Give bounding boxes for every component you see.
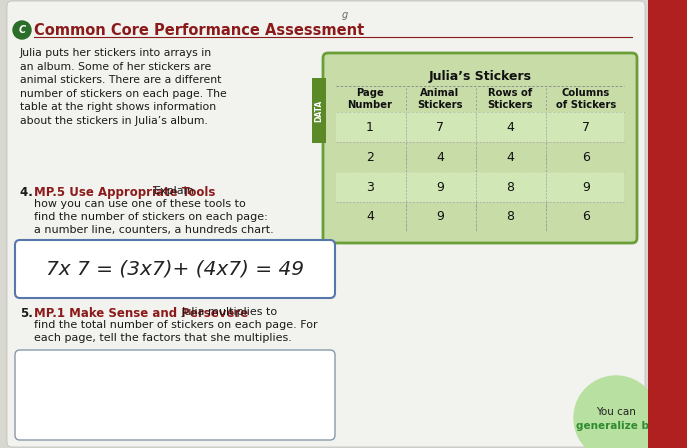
Bar	[336, 112, 624, 142]
Text: 3: 3	[366, 181, 374, 194]
Text: 6: 6	[582, 211, 590, 224]
Text: 9: 9	[582, 181, 590, 194]
Text: 7: 7	[582, 121, 590, 134]
Bar	[312, 78, 326, 143]
Text: 4: 4	[506, 121, 514, 134]
Text: find the total number of stickers on each page. For: find the total number of stickers on eac…	[34, 320, 317, 330]
Text: Page
Number: Page Number	[348, 88, 392, 110]
Text: 7: 7	[436, 121, 444, 134]
Text: 4: 4	[366, 211, 374, 224]
FancyBboxPatch shape	[7, 1, 645, 447]
Text: 8: 8	[506, 181, 514, 194]
Circle shape	[13, 21, 31, 39]
Text: 7x 7 = (3x7)+ (4x7) = 49: 7x 7 = (3x7)+ (4x7) = 49	[46, 259, 304, 279]
Text: 9: 9	[436, 181, 444, 194]
Text: You can: You can	[596, 407, 636, 417]
FancyBboxPatch shape	[15, 240, 335, 298]
Circle shape	[574, 376, 658, 448]
FancyBboxPatch shape	[15, 350, 335, 440]
Text: MP.5 Use Appropriate Tools: MP.5 Use Appropriate Tools	[34, 186, 216, 199]
Text: an album. Some of her stickers are: an album. Some of her stickers are	[20, 61, 211, 72]
Text: animal stickers. There are a different: animal stickers. There are a different	[20, 75, 221, 85]
Text: each page, tell the factors that she multiplies.: each page, tell the factors that she mul…	[34, 333, 292, 343]
Text: 1: 1	[366, 121, 374, 134]
Text: 9: 9	[436, 211, 444, 224]
Text: a number line, counters, a hundreds chart.: a number line, counters, a hundreds char…	[34, 225, 273, 235]
Text: 5.: 5.	[20, 307, 33, 320]
Text: about the stickers in Julia’s album.: about the stickers in Julia’s album.	[20, 116, 208, 125]
Text: Columns
of Stickers: Columns of Stickers	[556, 88, 616, 110]
Text: 4: 4	[436, 151, 444, 164]
Text: 6: 6	[582, 151, 590, 164]
Text: Julia multiplies to: Julia multiplies to	[182, 307, 278, 317]
Bar	[648, 0, 687, 448]
Text: Julia puts her stickers into arrays in: Julia puts her stickers into arrays in	[20, 48, 212, 58]
Text: 4: 4	[506, 151, 514, 164]
Text: Rows of
Stickers: Rows of Stickers	[487, 88, 532, 110]
Text: number of stickers on each page. The: number of stickers on each page. The	[20, 89, 227, 99]
Text: 4.: 4.	[20, 186, 37, 199]
Text: generalize by: generalize by	[576, 421, 656, 431]
Text: g: g	[342, 10, 348, 20]
Text: 2: 2	[366, 151, 374, 164]
Bar	[336, 172, 624, 202]
Text: Explain: Explain	[154, 186, 195, 196]
Text: MP.1 Make Sense and Persevere: MP.1 Make Sense and Persevere	[34, 307, 248, 320]
Text: find the number of stickers on each page:: find the number of stickers on each page…	[34, 212, 268, 222]
Text: DATA: DATA	[315, 99, 324, 121]
Text: Julia’s Stickers: Julia’s Stickers	[429, 69, 532, 82]
Text: how you can use one of these tools to: how you can use one of these tools to	[34, 199, 246, 209]
Text: Common Core Performance Assessment: Common Core Performance Assessment	[34, 22, 364, 38]
Text: Animal
Stickers: Animal Stickers	[417, 88, 463, 110]
FancyBboxPatch shape	[323, 53, 637, 243]
Text: table at the right shows information: table at the right shows information	[20, 102, 216, 112]
Text: C: C	[19, 25, 25, 35]
Text: 8: 8	[506, 211, 514, 224]
